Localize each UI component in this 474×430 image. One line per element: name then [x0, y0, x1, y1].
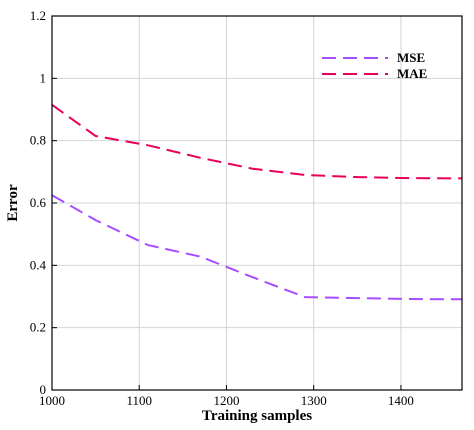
- x-tick-label: 1300: [301, 393, 327, 408]
- legend: MSE MAE: [322, 50, 427, 81]
- legend-label-mae: MAE: [397, 66, 427, 81]
- y-tick-label: 0.6: [30, 195, 47, 210]
- y-tick-label: 0.2: [30, 320, 46, 335]
- grid: [52, 16, 462, 390]
- series-line-mae: [51, 103, 463, 180]
- y-tick-label: 0.4: [30, 257, 47, 272]
- y-tick-label: 0.8: [30, 133, 46, 148]
- x-tick-label: 1100: [126, 393, 152, 408]
- y-tick-label: 1: [40, 70, 47, 85]
- legend-label-mse: MSE: [397, 50, 425, 65]
- x-tick-label: 1200: [213, 393, 239, 408]
- y-tick-label: 1.2: [30, 8, 46, 23]
- x-axis-title: Training samples: [202, 408, 312, 424]
- y-tick-label: 0: [40, 382, 47, 397]
- x-tick-label: 1000: [39, 393, 65, 408]
- axis-ticks: 1000 1100 1200 1300 1400 0 0.2 0.4 0.6 0.8 1 1.2: [30, 8, 414, 408]
- x-tick-label: 1400: [388, 393, 414, 408]
- y-axis-title: Error: [5, 184, 21, 222]
- series-line-mse: [51, 194, 463, 301]
- series-lines: [51, 103, 463, 301]
